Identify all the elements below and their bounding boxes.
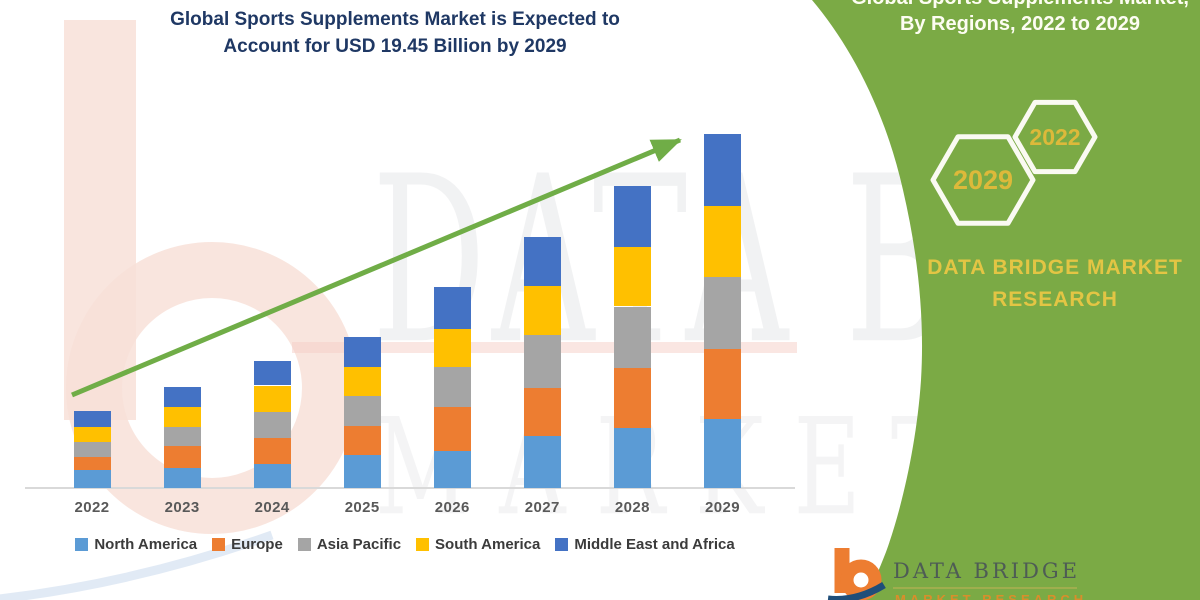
bar-segment-2028-north-america [613, 427, 651, 488]
bar-segment-2027-middle-east-and-africa [523, 236, 561, 287]
hexagon-2022-label: 2022 [1029, 124, 1080, 150]
legend-item-south-america: South America [416, 536, 540, 553]
hexagon-2022 [1012, 99, 1098, 175]
bar-segment-2027-europe [523, 388, 561, 437]
legend-swatch-icon [212, 538, 226, 551]
side-panel-heading-line1: Global Sports Supplements Market, [848, 0, 1192, 11]
x-axis-label-2026: 2026 [434, 499, 470, 516]
footer-brand-underline [893, 587, 1077, 589]
side-panel-heading: Global Sports Supplements Market, By Reg… [848, 0, 1192, 37]
footer-brand-text: DATA BRIDGE [893, 559, 1081, 583]
legend-item-europe: Europe [212, 536, 283, 553]
bar-segment-2029-north-america [704, 418, 741, 488]
bar-segment-2026-europe [433, 406, 471, 451]
side-panel-heading-line2: By Regions, 2022 to 2029 [899, 13, 1141, 35]
bar-segment-2029-europe [704, 348, 741, 419]
bar-segment-2027-south-america [523, 286, 561, 336]
chart-title-line1: Global Sports Supplements Market is Expe… [170, 9, 620, 30]
legend-label: North America [94, 536, 198, 553]
legend-label: South America [435, 536, 541, 553]
legend-label: Europe [231, 536, 283, 553]
hexagon-2029-label: 2029 [953, 165, 1013, 195]
bar-segment-2028-south-america [613, 247, 651, 307]
legend-label: Middle East and Africa [574, 536, 735, 553]
bar-segment-2026-middle-east-and-africa [433, 287, 471, 329]
bar-segment-2026-north-america [433, 450, 471, 488]
legend-item-asia-pacific: Asia Pacific [297, 536, 402, 553]
side-panel-brand-line1: DATA BRIDGE MARKET [927, 256, 1183, 279]
x-axis-label-2029: 2029 [705, 499, 740, 516]
x-axis-label-2027: 2027 [524, 499, 560, 516]
hexagon-2029 [930, 134, 1036, 226]
legend-swatch-icon [297, 538, 311, 551]
legend-item-north-america: North America [75, 536, 197, 553]
x-axis-label-2028: 2028 [614, 499, 650, 516]
chart-title-line2: Account for USD 19.45 Billion by 2029 [223, 36, 567, 57]
legend-swatch-icon [555, 538, 569, 551]
legend-swatch-icon [75, 538, 89, 551]
bar-segment-2028-middle-east-and-africa [613, 186, 651, 248]
bar-segment-2029-middle-east-and-africa [704, 134, 741, 206]
legend-item-middle-east-and-africa: Middle East and Africa [555, 536, 735, 553]
bar-segment-2027-north-america [523, 436, 561, 488]
chart-legend: North America Europe Asia Pacific South Ame… [30, 536, 780, 553]
bar-segment-2028-asia-pacific [613, 306, 651, 368]
bar-segment-2029-south-america [704, 205, 741, 277]
bar-segment-2029-asia-pacific [704, 276, 741, 349]
footer-brand-subtext: MARKET RESEARCH [895, 592, 1088, 600]
chart-title: Global Sports Supplements Market is Expe… [40, 6, 750, 60]
side-panel-brand: DATA BRIDGE MARKET RESEARCH [900, 252, 1200, 316]
side-panel-brand-line2: RESEARCH [992, 288, 1118, 311]
legend-label: Asia Pacific [316, 536, 402, 553]
legend-swatch-icon [416, 538, 430, 551]
x-axis-line [25, 487, 795, 489]
bar-segment-2028-europe [613, 367, 651, 428]
bar-segment-2026-asia-pacific [433, 367, 471, 407]
